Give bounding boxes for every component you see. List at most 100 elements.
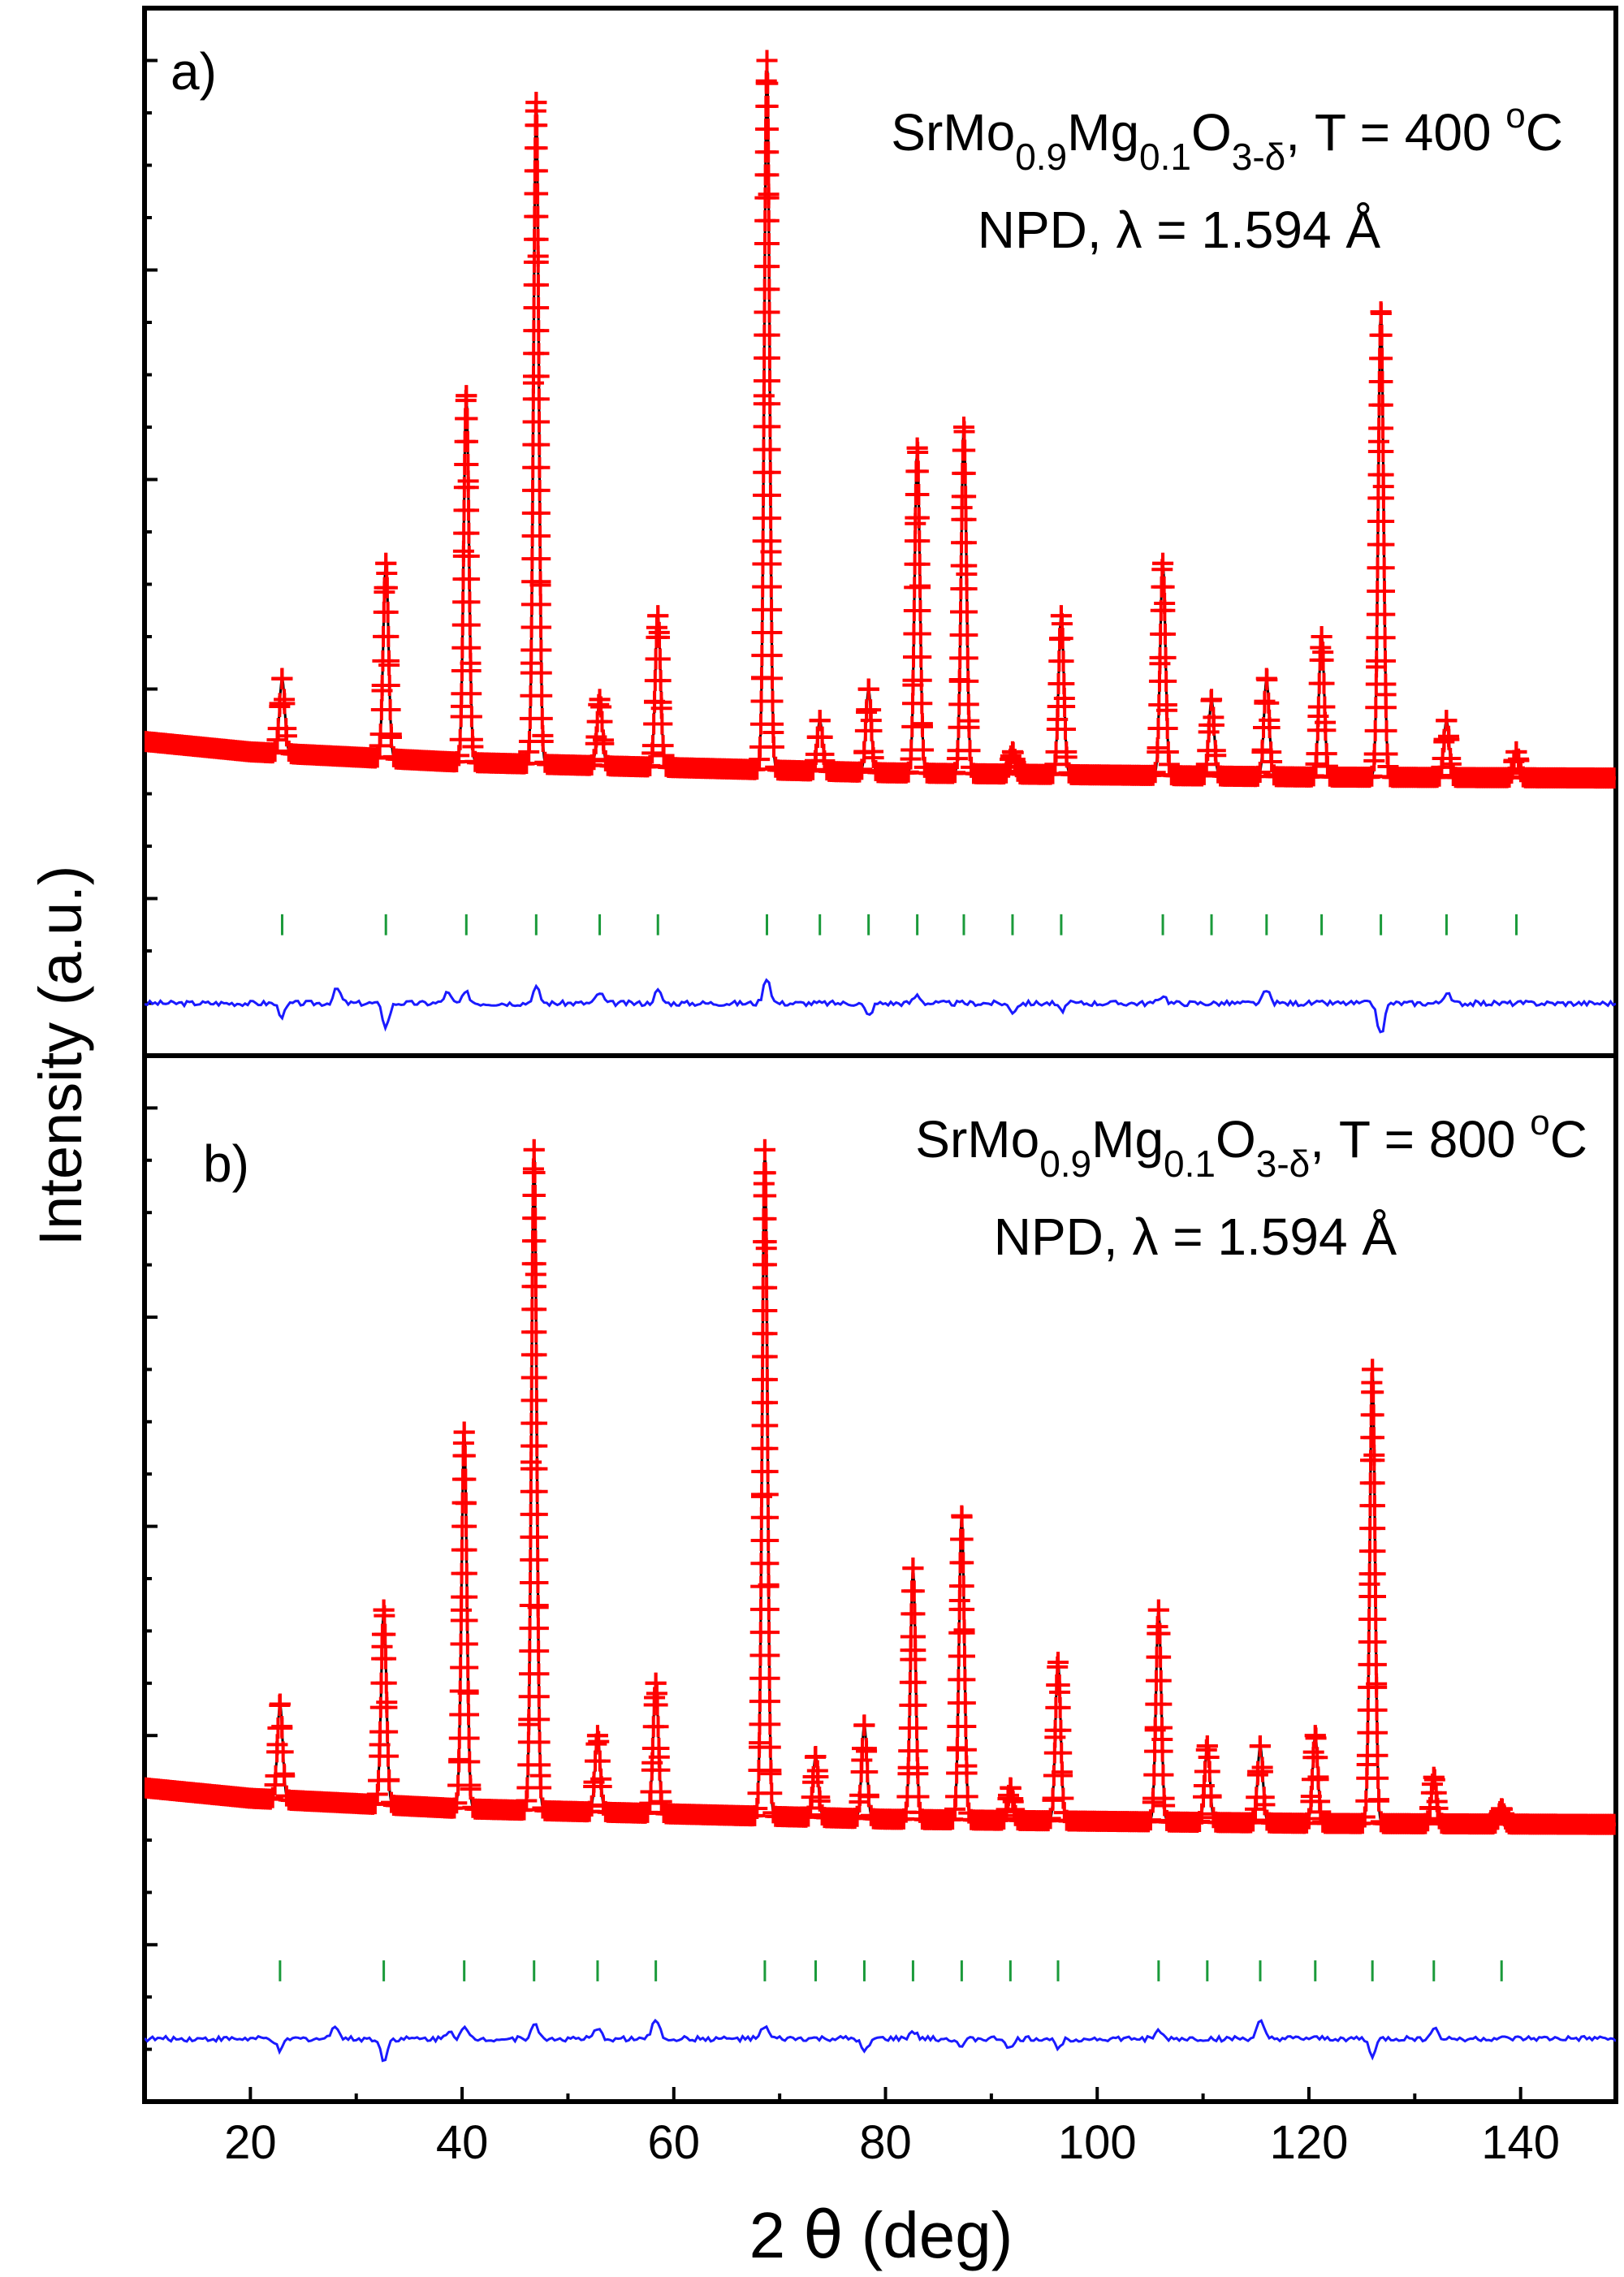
panel-b-difference-curve <box>145 2018 1616 2063</box>
observed-point <box>456 1539 477 1561</box>
observed-point <box>758 1575 780 1597</box>
observed-point <box>1491 1798 1513 1820</box>
observed-point <box>373 1599 395 1621</box>
observed-point <box>1313 672 1335 694</box>
observed-point <box>525 1230 546 1252</box>
observed-point <box>647 1716 669 1738</box>
panel-a-npd-label: NPD, λ = 1.594 Å <box>978 201 1381 259</box>
panel-a-difference-curve <box>145 978 1616 1034</box>
observed-point <box>905 1648 926 1670</box>
observed-point <box>758 141 780 163</box>
observed-point <box>526 114 548 136</box>
observed-point <box>455 1492 477 1514</box>
observed-point <box>757 119 779 140</box>
observed-point <box>958 716 980 738</box>
observed-point <box>759 370 781 392</box>
observed-point <box>1423 1766 1445 1788</box>
observed-point <box>903 1580 925 1602</box>
observed-point <box>1052 1787 1074 1809</box>
observed-point <box>456 1562 477 1584</box>
observed-point <box>531 707 553 729</box>
observed-point <box>274 1765 296 1787</box>
observed-point <box>458 545 480 567</box>
observed-point <box>862 741 884 763</box>
observed-point <box>525 1208 546 1229</box>
observed-point <box>1047 1652 1069 1674</box>
observed-point <box>1366 1722 1388 1743</box>
observed-point <box>1298 1808 1320 1830</box>
observed-point <box>1155 670 1177 692</box>
observed-point <box>1307 1747 1328 1769</box>
observed-point <box>1375 673 1397 695</box>
observed-point <box>1311 626 1332 647</box>
observed-point <box>904 1603 926 1625</box>
observed-point <box>379 699 401 721</box>
observed-point <box>377 1721 399 1743</box>
observed-point <box>1251 1761 1273 1782</box>
observed-point <box>857 1784 879 1806</box>
observed-point <box>1144 762 1166 784</box>
observed-point <box>1505 741 1527 763</box>
observed-point <box>757 1392 779 1414</box>
observed-point <box>1315 743 1337 765</box>
observed-point <box>758 256 780 278</box>
observed-point <box>906 437 928 459</box>
observed-point <box>271 1717 293 1739</box>
observed-point <box>524 1185 546 1207</box>
panel-a-bragg-ticks <box>280 914 1518 935</box>
observed-point <box>456 408 478 430</box>
observed-point <box>1376 719 1397 741</box>
observed-point <box>1050 1719 1072 1741</box>
observed-point <box>1150 1670 1172 1692</box>
observed-point <box>1373 534 1395 555</box>
observed-point <box>909 599 931 621</box>
observed-point <box>757 95 779 117</box>
observed-point <box>525 1321 547 1343</box>
observed-point <box>460 637 482 659</box>
observed-point <box>1153 1787 1175 1809</box>
observed-point <box>525 92 547 114</box>
observed-point <box>1372 487 1394 509</box>
observed-point <box>375 552 397 574</box>
panel-b-npd-label: NPD, λ = 1.594 Å <box>994 1208 1397 1266</box>
observed-point <box>1365 1608 1387 1630</box>
observed-point <box>1039 1808 1061 1830</box>
observed-point <box>529 594 551 616</box>
observed-point <box>911 715 933 737</box>
observed-point <box>459 614 481 636</box>
observed-point <box>861 719 883 741</box>
observed-point <box>1603 1813 1616 1835</box>
observed-point <box>375 1672 397 1694</box>
observed-point <box>955 1739 977 1761</box>
observed-point <box>1372 441 1394 463</box>
observed-point <box>453 1421 475 1443</box>
observed-point <box>456 1609 478 1631</box>
observed-point <box>758 1667 780 1689</box>
observed-point <box>380 724 402 745</box>
observed-point <box>529 1754 551 1776</box>
observed-point <box>758 301 780 323</box>
observed-point <box>761 598 783 620</box>
observed-point <box>1255 668 1277 689</box>
observed-point <box>460 683 482 705</box>
observed-point <box>755 1254 777 1276</box>
observed-point <box>758 210 780 231</box>
observed-point <box>1440 748 1462 770</box>
observed-point <box>760 1759 782 1781</box>
observed-point <box>1151 1740 1173 1762</box>
observed-point <box>756 1300 778 1322</box>
observed-point <box>757 72 779 94</box>
observed-point <box>1253 1787 1275 1808</box>
observed-point <box>758 1622 780 1644</box>
observed-point <box>458 499 480 521</box>
observed-point <box>908 507 930 529</box>
observed-point <box>1373 580 1395 602</box>
observed-point <box>957 1786 978 1808</box>
observed-point <box>527 1571 549 1593</box>
panel-a-observed-points <box>145 50 1616 789</box>
observed-point <box>952 1528 974 1550</box>
observed-point <box>531 685 553 706</box>
observed-point <box>857 678 879 700</box>
observed-point <box>1363 1495 1385 1517</box>
